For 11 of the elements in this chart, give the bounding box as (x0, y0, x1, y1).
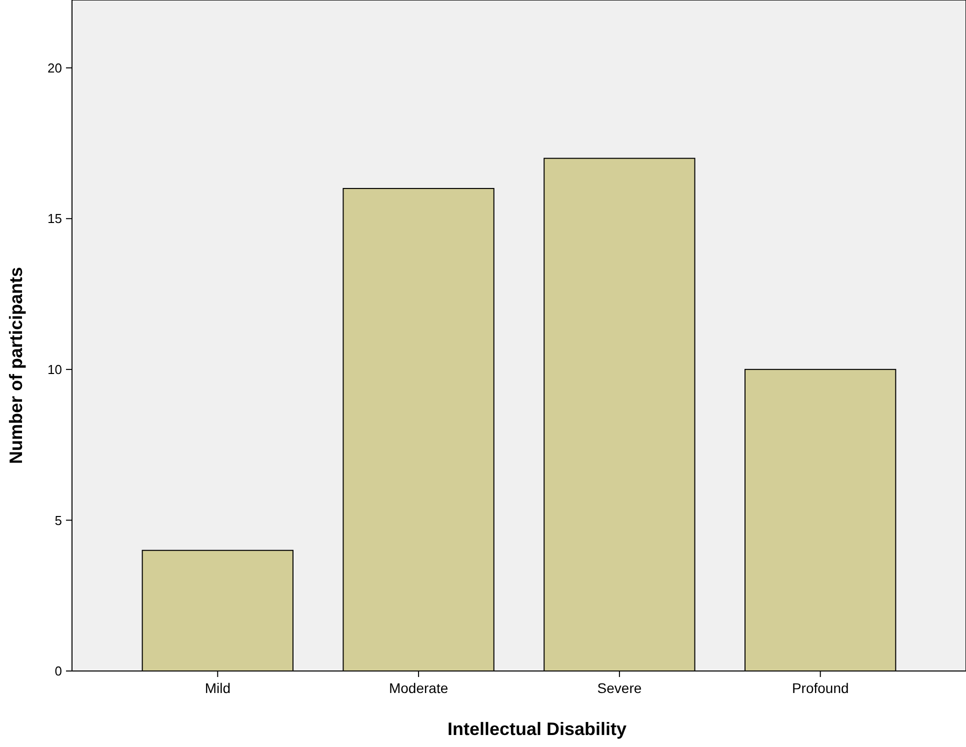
x-axis-title: Intellectual Disability (447, 719, 627, 739)
y-tick-label: 15 (48, 211, 62, 226)
x-tick-label: Moderate (388, 680, 448, 696)
y-tick-label: 20 (48, 60, 62, 76)
y-axis-title: Number of participants (6, 266, 26, 464)
y-tick-label: 5 (54, 512, 62, 528)
y-tick-label: 0 (54, 664, 62, 679)
x-tick-label: Mild (204, 680, 230, 696)
x-tick-label: Severe (597, 680, 642, 696)
y-tick-label: 10 (48, 362, 62, 377)
x-tick-label: Profound (792, 680, 849, 696)
